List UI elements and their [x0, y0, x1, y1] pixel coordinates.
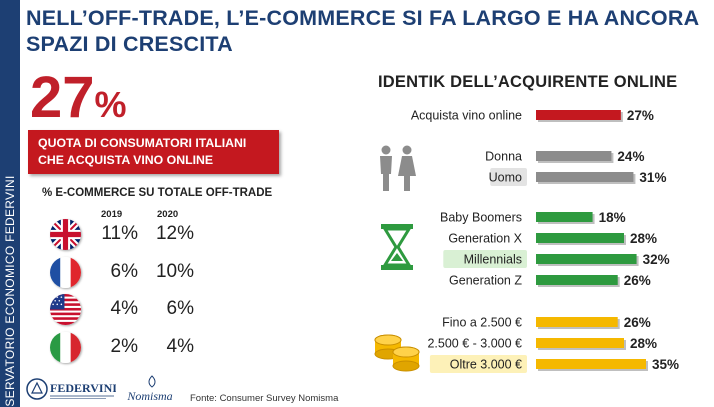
- ecommerce-table-title: % E-COMMERCE SU TOTALE OFF-TRADE: [42, 187, 273, 199]
- bar: [536, 151, 612, 161]
- hourglass-icon: [381, 224, 413, 270]
- italy-flag-icon: [50, 332, 81, 363]
- people-icon: [380, 145, 416, 191]
- bar: [536, 317, 618, 327]
- italy-2020-value: 4%: [166, 336, 194, 357]
- country-row-usa: 4% 6%: [50, 294, 220, 328]
- persona-bar-chart: Acquista vino online 27% Donna 24% Uomo 31% Ba…: [411, 108, 679, 373]
- bar-value-label: 28%: [630, 336, 657, 351]
- stat-box-line2: CHE ACQUISTA VINO ONLINE: [38, 153, 214, 167]
- bar-value-label: 24%: [617, 149, 644, 164]
- uk-2019-value: 11%: [101, 223, 138, 244]
- nomisma-logo-text: Nomisma: [126, 389, 172, 403]
- bar-label: Oltre 3.000 €: [450, 358, 522, 372]
- bar-value-label: 18%: [599, 210, 626, 225]
- sidebar-text: OSSERVATORIO ECONOMICO FEDERVINI: [3, 175, 17, 407]
- coins-icon: [374, 334, 420, 372]
- bar-value-label: 31%: [639, 170, 666, 185]
- federvini-logo: FEDERVINI: [26, 378, 116, 400]
- bar-value-label: 26%: [624, 273, 651, 288]
- page-title: NELL’OFF-TRADE, L’E-COMMERCE SI FA LARGO…: [26, 6, 699, 56]
- bar-label-highlight: [490, 168, 527, 186]
- bar: [536, 172, 634, 182]
- bar: [536, 338, 624, 348]
- uk-2020-value: 12%: [155, 223, 194, 244]
- headline-stat-value: 27: [30, 65, 95, 130]
- bar-value-label: 32%: [643, 252, 670, 267]
- bar: [536, 110, 621, 120]
- bar-label: Donna: [485, 150, 522, 164]
- usa-2020-value: 6%: [166, 298, 194, 319]
- france-2020-value: 10%: [155, 261, 194, 282]
- bar-label: Generation X: [448, 232, 522, 246]
- year-2019-label: 2019: [101, 209, 123, 220]
- bar-label: Uomo: [489, 171, 522, 185]
- bar-value-label: 28%: [630, 231, 657, 246]
- uk-flag-icon: [50, 219, 81, 250]
- stat-box-line1: QUOTA DI CONSUMATORI ITALIANI: [38, 136, 247, 150]
- country-row-uk: 11% 12%: [50, 219, 220, 253]
- france-flag-icon: [50, 257, 81, 288]
- headline-stat: 27%: [30, 68, 127, 143]
- year-2020-label: 2020: [157, 209, 179, 220]
- bar-label: Acquista vino online: [411, 109, 522, 123]
- country-row-france: 6% 10%: [50, 257, 220, 291]
- nomisma-logo: Nomisma: [126, 375, 173, 403]
- bar-label: Generation Z: [449, 274, 522, 288]
- federvini-logo-text: FEDERVINI: [50, 381, 116, 395]
- italy-2019-value: 2%: [110, 336, 138, 357]
- bar: [536, 212, 593, 222]
- sidebar: OSSERVATORIO ECONOMICO FEDERVINI: [0, 0, 20, 407]
- bar-label: 2.500 € - 3.000 €: [427, 337, 522, 351]
- bar-label-highlight: [429, 355, 527, 373]
- chart-title: IDENTIK DELL’ACQUIRENTE ONLINE: [378, 73, 678, 91]
- bar-label: Fino a 2.500 €: [442, 316, 522, 330]
- bar-label: Millennials: [464, 253, 522, 267]
- bar-label-highlight: [443, 250, 527, 268]
- stat-box: QUOTA DI CONSUMATORI ITALIANI CHE ACQUIS…: [28, 130, 279, 174]
- source-note: Fonte: Consumer Survey Nomisma: [190, 393, 339, 404]
- usa-2019-value: 4%: [110, 298, 138, 319]
- bar: [536, 233, 624, 243]
- bar: [536, 275, 618, 285]
- country-row-italy: 2% 4%: [50, 332, 220, 366]
- bar: [536, 359, 646, 369]
- bar-label: Baby Boomers: [440, 211, 522, 225]
- headline-stat-unit: %: [94, 84, 127, 125]
- bar-value-label: 35%: [652, 357, 679, 372]
- france-2019-value: 6%: [110, 261, 138, 282]
- bar-value-label: 27%: [627, 108, 654, 123]
- usa-flag-icon: [50, 294, 81, 325]
- bar-value-label: 26%: [624, 315, 651, 330]
- bar: [536, 254, 637, 264]
